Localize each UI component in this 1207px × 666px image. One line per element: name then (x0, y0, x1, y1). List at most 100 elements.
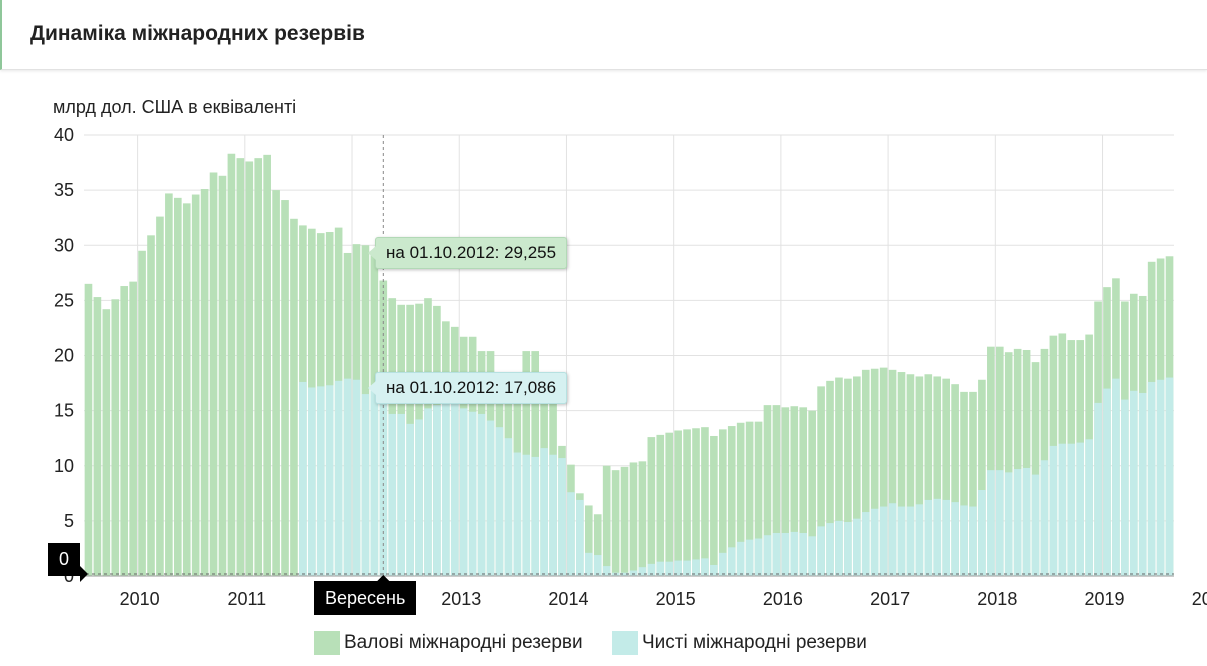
bar-net (960, 505, 968, 576)
bar-net (951, 502, 959, 576)
x-tick-label: 2017 (870, 589, 910, 609)
bar-gross (209, 172, 218, 577)
bar-gross (933, 376, 942, 576)
bar-net (504, 438, 513, 576)
bar-net (1013, 469, 1022, 576)
y-axis-unit-label: млрд дол. США в еквіваленті (53, 97, 297, 117)
bar-gross (781, 407, 790, 576)
crosshair-value-badge: 0 (48, 543, 80, 576)
bar-gross (165, 193, 173, 576)
bar-gross (656, 434, 665, 576)
bar-net (361, 394, 370, 576)
legend-swatch-gross (314, 631, 340, 655)
x-tick-label: 2015 (656, 589, 696, 609)
bar-gross (156, 216, 164, 576)
bar-gross (745, 421, 754, 576)
bar-net (844, 521, 852, 576)
bar-net (1112, 378, 1120, 576)
y-tick-label: 5 (64, 511, 74, 531)
bar-gross (111, 299, 120, 576)
bar-gross (602, 465, 611, 576)
bar-net (942, 499, 950, 576)
bar-gross (620, 466, 629, 576)
bar-gross (93, 297, 102, 576)
bar-gross (245, 161, 254, 576)
bar-net (459, 408, 468, 576)
bar-gross (102, 309, 111, 576)
bar-gross (736, 422, 745, 576)
bar-gross (861, 369, 870, 576)
bar-gross (987, 346, 995, 576)
bar-net (647, 563, 656, 576)
bar-net (897, 506, 906, 576)
bar-net (593, 555, 602, 576)
bar-net (406, 423, 414, 576)
bar-net (513, 452, 522, 576)
bar-gross (844, 378, 852, 576)
bar-gross (236, 158, 245, 576)
y-tick-label: 20 (54, 346, 74, 366)
bar-net (495, 427, 504, 576)
bar-gross (915, 376, 924, 576)
bar-net (933, 498, 942, 576)
bar-net (343, 378, 352, 576)
bar-gross (692, 428, 700, 576)
x-tick-label: 2014 (548, 589, 588, 609)
bar-net (727, 547, 736, 576)
bar-gross (924, 374, 933, 576)
bar-gross (263, 154, 271, 576)
bar-net (442, 402, 450, 576)
x-tick-label: 2016 (763, 589, 803, 609)
y-tick-label: 0 (64, 566, 74, 586)
bar-net (1067, 443, 1076, 576)
bar-gross (870, 368, 879, 576)
bar-gross (647, 437, 656, 576)
y-tick-label: 40 (54, 125, 74, 145)
bar-net (388, 413, 397, 576)
bar-gross (254, 158, 263, 576)
bar-net (772, 533, 781, 576)
bar-gross (1013, 348, 1022, 576)
bar-gross (754, 421, 763, 576)
bar-net (656, 561, 665, 576)
bar-gross (995, 346, 1004, 576)
bar-net (906, 506, 915, 576)
crosshair-month-label: Вересень (314, 581, 417, 615)
bar-net (370, 387, 379, 576)
bar-gross (191, 194, 200, 576)
bar-net (325, 385, 334, 576)
bar-net (1156, 379, 1165, 576)
bar-gross (879, 367, 888, 576)
bar-net (1022, 467, 1031, 576)
bar-gross (129, 281, 137, 576)
bar-gross (1004, 352, 1013, 576)
bar-gross (853, 376, 861, 576)
tooltip-gross-reserves: на 01.10.2012: 29,255 (367, 237, 568, 269)
bar-gross (835, 377, 843, 576)
bar-gross (888, 369, 897, 576)
bar-net (861, 512, 870, 576)
legend-item-net[interactable]: Чисті міжнародні резерви (612, 630, 867, 656)
bar-net (1004, 472, 1013, 576)
bar-net (558, 458, 566, 576)
bar-gross (272, 190, 280, 576)
bar-gross (710, 435, 718, 576)
x-tick-label: 2019 (1085, 589, 1125, 609)
bar-net (692, 559, 700, 576)
y-tick-label: 30 (54, 235, 74, 255)
bar-gross (790, 406, 799, 576)
bar-gross (584, 505, 593, 576)
bar-net (549, 454, 557, 576)
bar-net (352, 379, 361, 576)
bar-gross (218, 175, 227, 577)
bar-net (835, 520, 843, 576)
legend-item-gross[interactable]: Валові міжнародні резерви (314, 630, 583, 656)
bar-gross (120, 286, 129, 576)
bar-gross (826, 380, 834, 576)
bar-net (888, 503, 897, 576)
bar-gross (978, 379, 986, 576)
bar-net (424, 408, 432, 576)
bar-gross (593, 514, 602, 576)
